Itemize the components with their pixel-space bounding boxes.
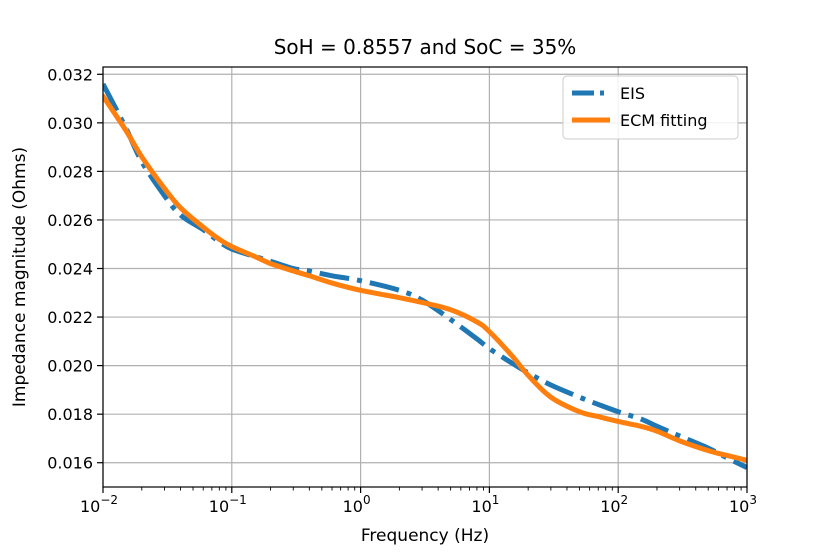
x-tick-base: 10	[729, 497, 749, 516]
x-tick-exponent: −2	[100, 493, 118, 507]
x-tick-label: 10−1	[209, 493, 247, 516]
series-line-ecm-fitting	[103, 93, 747, 463]
legend-label: ECM fitting	[620, 111, 708, 130]
plot-frame	[102, 66, 748, 488]
y-tick-label: 0.020	[47, 357, 93, 376]
grid	[102, 67, 748, 487]
legend-box	[562, 75, 739, 140]
y-tick-label: 0.018	[47, 405, 93, 424]
x-tick-base: 10	[471, 497, 491, 516]
legend: EIS ECM fitting	[562, 75, 739, 140]
x-tick-base: 10	[80, 497, 100, 516]
plot-lines	[103, 82, 747, 470]
x-tick-label: 102	[600, 493, 628, 516]
y-axis-ticks: 0.016 0.018 0.020 0.022 0.024 0.026 0.028 0.030…	[47, 65, 103, 473]
x-tick-label: 101	[471, 493, 499, 516]
y-tick-label: 0.016	[47, 454, 93, 473]
x-axis-label: Frequency (Hz)	[361, 526, 489, 546]
x-axis-ticks: 10−2 10−1 100 101 102 103	[80, 487, 757, 516]
x-tick-label: 103	[729, 493, 757, 516]
legend-label: EIS	[620, 84, 645, 103]
chart-title: SoH = 0.8557 and SoC = 35%	[274, 35, 577, 59]
x-tick-exponent: 2	[621, 493, 629, 507]
y-tick-label: 0.032	[47, 65, 93, 84]
x-tick-base: 10	[343, 497, 363, 516]
y-tick-label: 0.024	[47, 260, 93, 279]
y-tick-label: 0.022	[47, 308, 93, 327]
x-tick-base: 10	[209, 497, 229, 516]
x-tick-label: 10−2	[80, 493, 118, 516]
y-tick-label: 0.026	[47, 211, 93, 230]
x-tick-label: 100	[343, 493, 371, 516]
x-tick-exponent: 1	[492, 493, 500, 507]
x-tick-exponent: 0	[363, 493, 371, 507]
y-tick-label: 0.030	[47, 114, 93, 133]
y-axis-label: Impedance magnitude (Ohms)	[10, 147, 30, 407]
x-tick-exponent: −1	[229, 493, 247, 507]
x-tick-exponent: 3	[749, 493, 757, 507]
x-tick-base: 10	[600, 497, 620, 516]
y-tick-label: 0.028	[47, 162, 93, 181]
